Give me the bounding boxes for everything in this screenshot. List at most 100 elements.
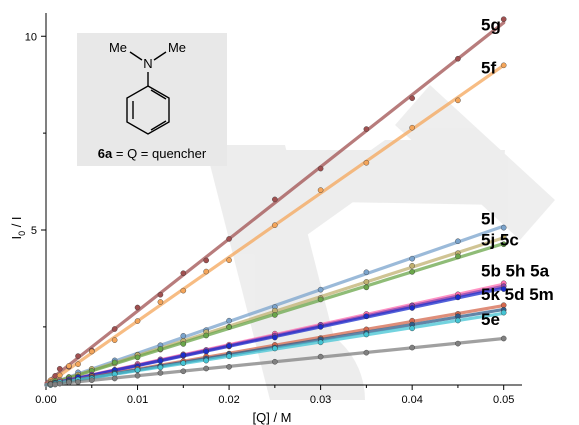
data-point [500, 309, 507, 316]
data-point [409, 255, 415, 262]
data-point [157, 357, 164, 364]
data-point [409, 305, 415, 311]
series-label: 5l [481, 209, 495, 228]
data-point [157, 364, 164, 371]
svg-text:I0 / I: I0 / I [9, 216, 27, 239]
data-point [66, 363, 72, 369]
data-point [500, 241, 507, 248]
data-point [226, 236, 232, 242]
x-tick-label: 0.04 [401, 394, 422, 406]
data-point [272, 334, 278, 341]
data-point [455, 238, 461, 245]
data-point [88, 348, 95, 355]
data-point [363, 126, 370, 132]
data-point [363, 284, 370, 291]
data-point [455, 253, 461, 260]
x-tick-label: 0.01 [127, 394, 148, 406]
inset-caption-compound: 6a [98, 146, 113, 161]
series-label: 5b 5h 5a [481, 262, 550, 281]
data-point [317, 339, 324, 346]
inset-methyl-right: Me [168, 40, 186, 55]
data-point [272, 222, 278, 228]
y-axis-title: I0 / I [9, 216, 27, 239]
data-point [180, 352, 187, 358]
data-point [88, 377, 95, 383]
plot-axes: 0.00 0.01 0.02 0.03 0.04 0.05 5 10 [25, 13, 522, 406]
data-point [455, 317, 461, 324]
data-point [317, 324, 324, 330]
data-point [226, 342, 232, 349]
data-point [272, 345, 278, 352]
data-point [180, 368, 187, 375]
data-point [317, 187, 324, 193]
data-point [56, 365, 63, 372]
data-point [111, 337, 118, 343]
data-point [500, 62, 507, 69]
series-label: 5f [481, 58, 496, 77]
y-axis-title-main: I [9, 236, 24, 240]
data-point [409, 262, 415, 269]
x-tick-label: 0.02 [218, 394, 239, 406]
data-point [56, 380, 63, 387]
data-point [363, 313, 370, 320]
data-point [317, 353, 324, 360]
data-point [157, 299, 164, 305]
data-point [226, 257, 232, 263]
x-tick-label: 0.05 [493, 394, 514, 406]
data-point [134, 372, 141, 379]
y-tick-label: 5 [31, 225, 37, 237]
data-point [111, 326, 118, 332]
data-point [363, 349, 370, 356]
data-point [500, 224, 507, 231]
data-point [134, 354, 141, 361]
data-point [409, 95, 415, 102]
data-point [317, 286, 324, 293]
series-label: 5e [481, 310, 500, 329]
inset-box [77, 33, 227, 166]
data-point [180, 287, 187, 294]
x-tick-label: 0.00 [35, 394, 56, 406]
benzene-ring-drawing [126, 51, 170, 135]
data-point [363, 269, 370, 276]
data-point [203, 357, 209, 364]
data-point [272, 358, 278, 365]
data-point [500, 286, 507, 292]
data-point [500, 234, 507, 240]
x-axis-title: [Q] / M [253, 410, 292, 425]
data-point [203, 348, 209, 355]
x-tick-label: 0.03 [310, 394, 331, 406]
data-point [226, 364, 232, 370]
data-point [317, 296, 324, 303]
data-point [75, 361, 81, 367]
data-point [180, 360, 187, 366]
y-axis-title-tail: / I [9, 216, 24, 230]
series-labels: 5g 5f 5l 5j 5c 5b 5h 5a 5k 5d 5m 5e [481, 16, 554, 330]
data-point [75, 379, 81, 385]
data-point [66, 379, 72, 386]
data-point [363, 159, 370, 166]
data-point [203, 257, 209, 264]
data-point [409, 269, 415, 275]
series-label: 5k 5d 5m [481, 285, 554, 304]
data-point [226, 353, 232, 360]
data-points [47, 16, 507, 388]
data-point [317, 165, 324, 172]
data-point [157, 346, 164, 352]
data-point [203, 268, 209, 275]
data-point [455, 340, 461, 347]
data-point [363, 279, 370, 285]
data-point [75, 353, 81, 359]
data-point [157, 291, 164, 298]
inset-caption: 6a = Q = quencher [98, 146, 207, 161]
fit-line [44, 21, 506, 385]
series-label: 5j 5c [481, 231, 519, 250]
data-point [363, 331, 370, 338]
series-label: 5g [481, 16, 501, 35]
data-point [203, 332, 209, 339]
data-point [52, 381, 58, 388]
data-point [500, 335, 507, 342]
data-point [134, 318, 141, 324]
data-point [455, 55, 461, 62]
quencher-structure-inset: Me Me N 6a = Q = quencher [77, 33, 227, 166]
